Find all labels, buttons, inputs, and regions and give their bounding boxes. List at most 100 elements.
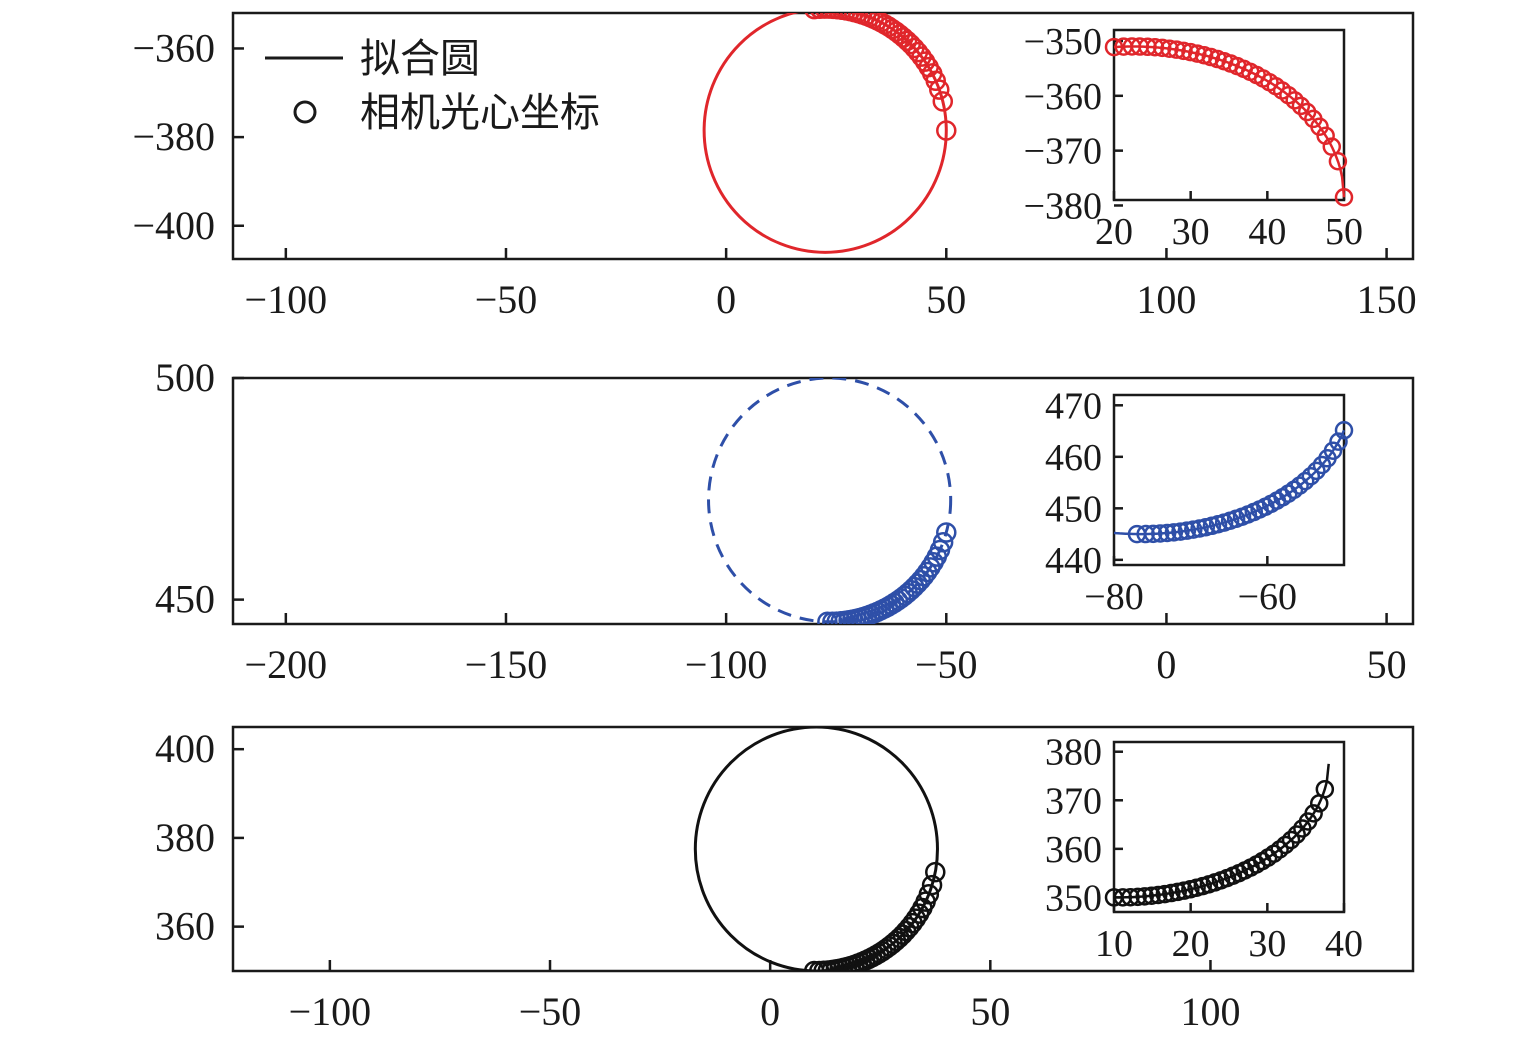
data-point	[920, 557, 941, 578]
inset-data-point	[1270, 840, 1289, 859]
data-point	[929, 79, 950, 100]
x-tick-label: 150	[1357, 277, 1417, 322]
inset-y-tick-label: −380	[1024, 185, 1102, 227]
inset-x-tick-label: 20	[1172, 923, 1210, 965]
inset-y-tick-label: 370	[1045, 780, 1102, 822]
inset-data-point	[1315, 779, 1335, 799]
fitted-circle	[693, 727, 939, 971]
inset-data-point	[1307, 461, 1326, 481]
inset-data-point	[1157, 523, 1177, 543]
inset-data-point	[1334, 421, 1354, 440]
inset-data-point	[1328, 152, 1348, 171]
inset-frame	[1112, 740, 1346, 914]
inset-data-point	[1104, 37, 1124, 57]
y-tick-label: 450	[155, 577, 215, 622]
inset-axes: 10 20 30 40 380 370 360 350	[1045, 732, 1363, 965]
inset-data-point	[1142, 886, 1161, 905]
inset-x-tick-label: 30	[1172, 211, 1210, 253]
inset-frame	[1112, 393, 1346, 567]
inset-data-point	[1171, 522, 1190, 541]
y-tick-label: 360	[155, 904, 215, 949]
x-tick-label: −200	[245, 642, 328, 687]
x-tick-label: 100	[1180, 989, 1240, 1034]
inset-data-point	[1285, 91, 1304, 110]
legend-marker-swatch	[293, 100, 317, 124]
inset-data-point	[1153, 38, 1172, 58]
x-tick-label: −50	[915, 642, 978, 687]
x-tick-label: 0	[760, 989, 780, 1034]
data-point	[810, 13, 830, 19]
inset-data-point	[1143, 524, 1163, 544]
inset-data-point	[1276, 835, 1295, 855]
inset-y-tick-label: 440	[1045, 540, 1102, 582]
inset-data-point	[1164, 523, 1184, 542]
inset-data-point	[1304, 804, 1323, 823]
inset-data-point	[1281, 830, 1301, 850]
x-tick-label: −100	[289, 989, 372, 1034]
axes-frame	[231, 725, 1415, 973]
inset-data-point	[1287, 825, 1306, 844]
x-tick-label: 50	[1367, 642, 1407, 687]
inset-data-point	[1329, 432, 1348, 451]
fitted-circle	[702, 13, 948, 254]
inset-y-tick-label: −350	[1024, 21, 1102, 63]
inset-data-point	[1334, 188, 1354, 207]
data-point	[911, 46, 932, 67]
y-tick-label: −360	[132, 25, 215, 70]
data-point	[905, 908, 927, 929]
x-tick-label: −100	[245, 277, 328, 322]
inset-data-point	[1151, 524, 1170, 543]
data-point	[804, 13, 824, 20]
panel-2: −200 −150 −100 −50 0 50 500 450 −80 −60 470 460 450 4…	[155, 355, 1415, 687]
inset-data-point	[1295, 471, 1315, 491]
inset-y-tick-label: 360	[1045, 829, 1102, 871]
legend-points-label: 相机光心坐标	[360, 90, 600, 136]
inset-frame	[1112, 28, 1346, 202]
inset-y-tick-label: 470	[1045, 385, 1102, 427]
data-point	[925, 70, 946, 91]
x-tick-label: −50	[519, 989, 582, 1034]
x-tick-label: −100	[685, 642, 768, 687]
data-point	[932, 91, 954, 112]
inset-axes: 20 30 40 50 −350 −360 −370 −380	[1024, 21, 1363, 253]
inset-data-point	[1323, 441, 1343, 460]
y-tick-label: 400	[155, 726, 215, 771]
inset-y-tick-label: 350	[1045, 877, 1102, 919]
inset-x-tick-label: 10	[1095, 923, 1133, 965]
y-tick-label: 500	[155, 355, 215, 400]
y-tick-label: −380	[132, 114, 215, 159]
panel-3: −100 −50 0 50 100 400 380 360 10 20 30 40 380 370 360 3…	[155, 725, 1415, 1034]
legend: 拟合圆 相机光心坐标	[265, 36, 600, 136]
inset-data-point	[1177, 521, 1197, 540]
data-point	[936, 120, 957, 141]
inset-y-tick-label: 450	[1045, 488, 1102, 530]
inset-data-point	[1290, 476, 1309, 495]
axes-frame	[231, 376, 1415, 626]
fitted-circle	[707, 378, 953, 624]
inset-data-point	[1128, 887, 1147, 907]
inset-x-tick-label: 30	[1248, 923, 1286, 965]
legend-fit-label: 拟合圆	[360, 36, 480, 82]
inset-data-point	[1121, 887, 1140, 907]
inset-data-point	[1167, 40, 1186, 59]
inset-axes: −80 −60 470 460 450 440	[1045, 385, 1354, 618]
inset-y-tick-label: −360	[1024, 76, 1102, 118]
inset-data-point	[1136, 524, 1155, 544]
inset-data-point	[1181, 42, 1200, 62]
data-point	[932, 532, 954, 553]
inset-data-point	[1155, 884, 1175, 904]
inset-data-point	[1188, 44, 1207, 63]
inset-y-tick-label: 380	[1045, 732, 1102, 774]
inset-data-point	[1145, 38, 1165, 57]
data-point	[918, 883, 940, 905]
inset-x-tick-label: −60	[1238, 576, 1297, 618]
data-point	[921, 874, 943, 896]
x-tick-label: 100	[1136, 277, 1196, 322]
inset-data-point	[1135, 887, 1154, 906]
y-tick-label: −400	[132, 203, 215, 248]
inset-data-point	[1301, 466, 1321, 486]
inset-data-point	[1168, 882, 1187, 902]
inset-data-point	[1162, 883, 1181, 903]
inset-x-tick-label: 40	[1325, 923, 1363, 965]
